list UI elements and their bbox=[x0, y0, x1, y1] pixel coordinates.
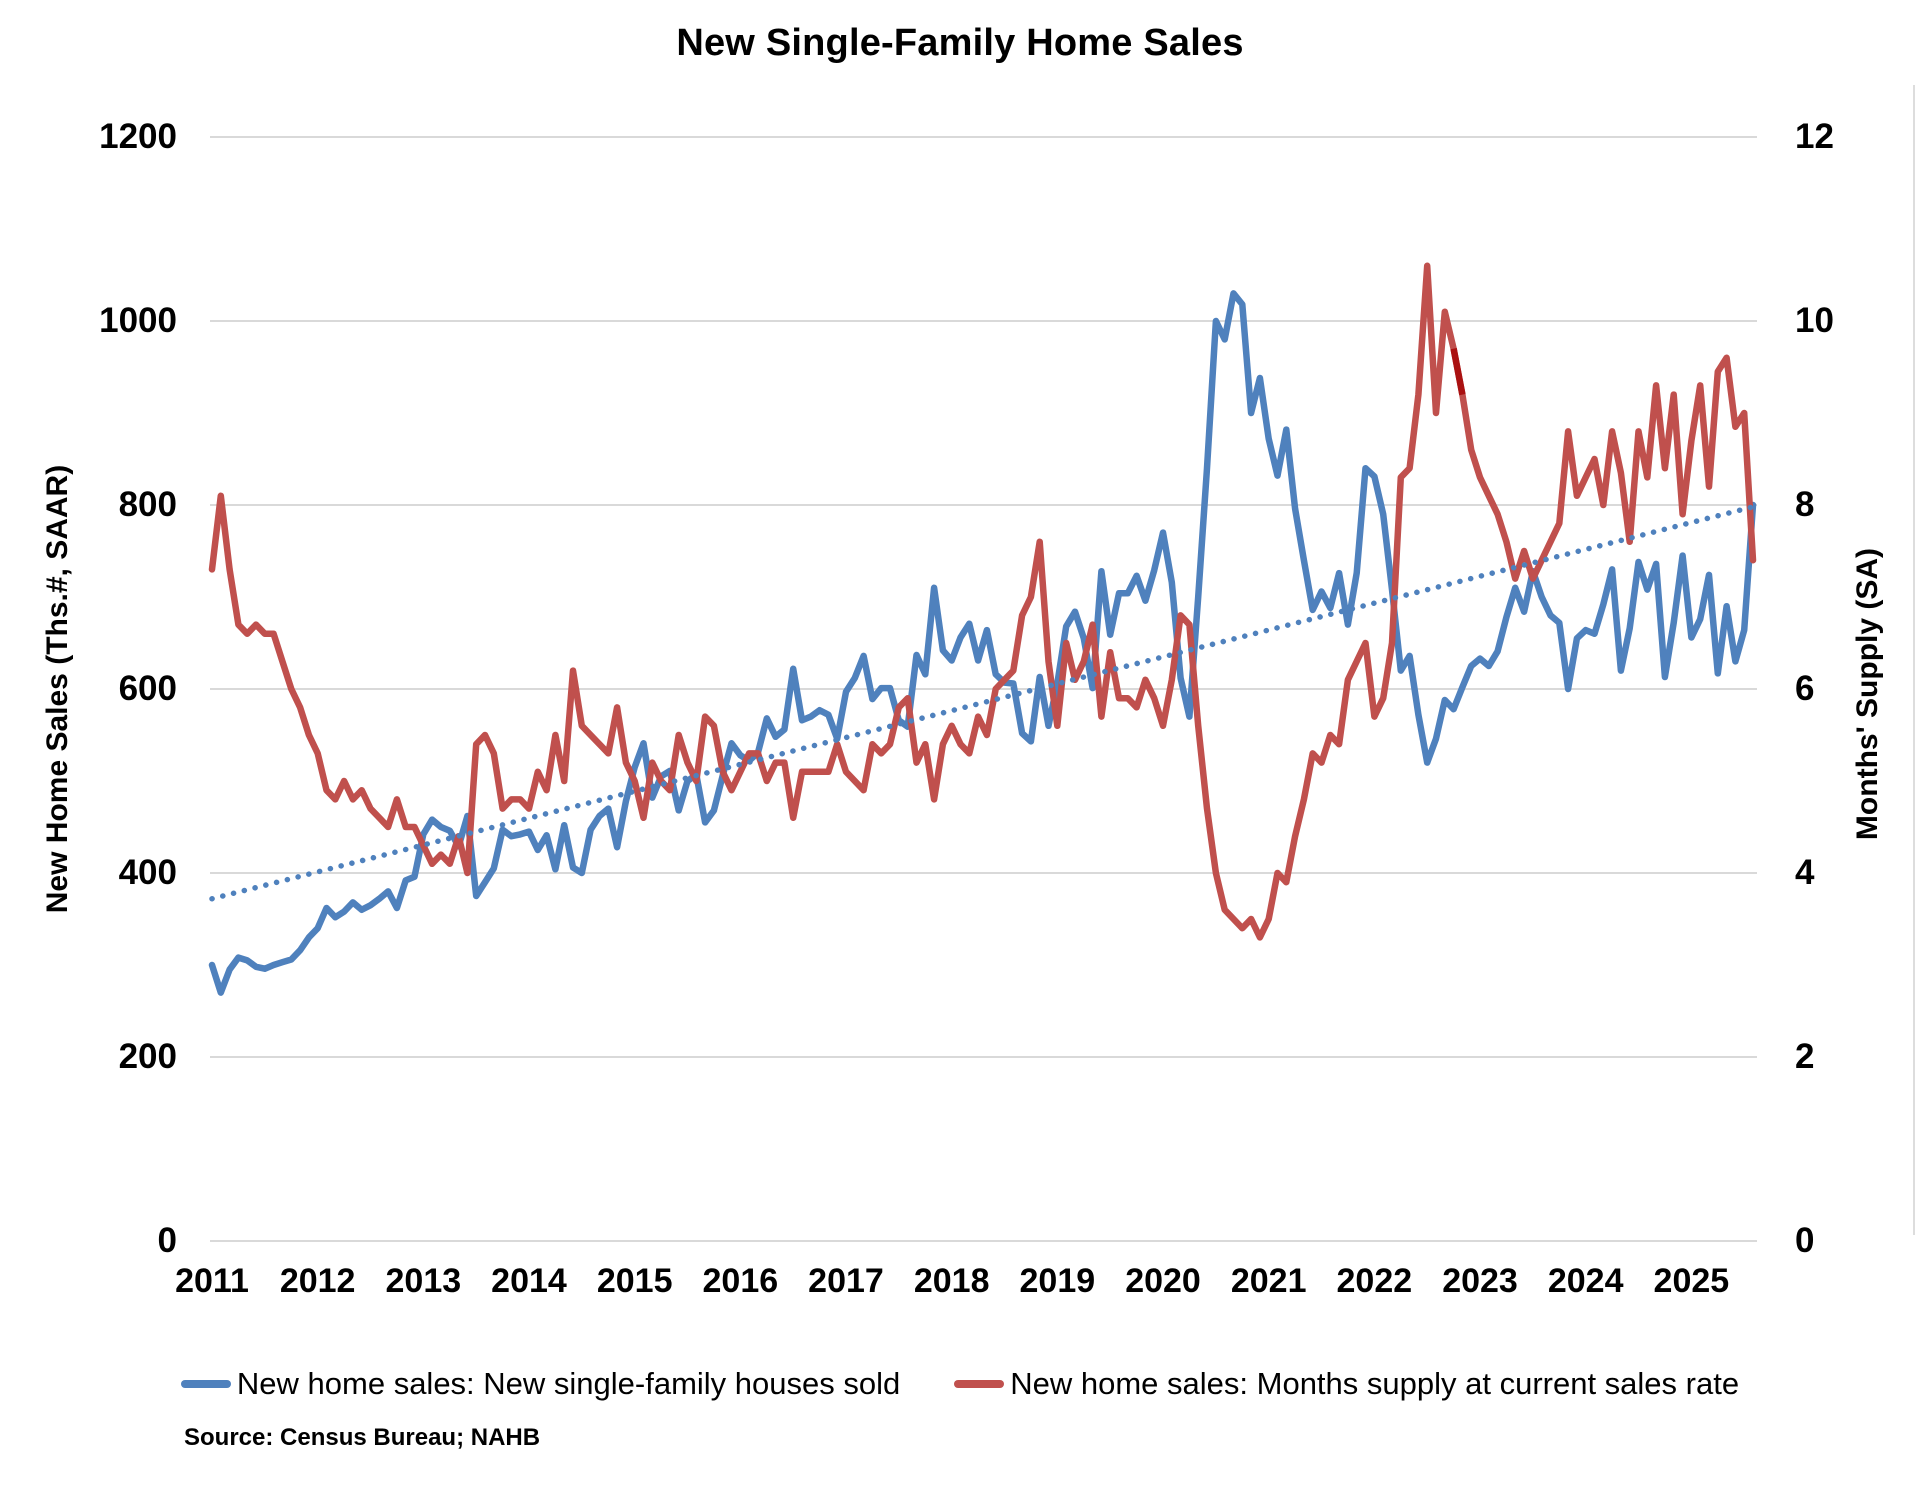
legend-label-supply: New home sales: Months supply at current… bbox=[1010, 1366, 1740, 1401]
x-axis-year-label: 2020 bbox=[1125, 1262, 1201, 1300]
y-axis-left-tick-label: 400 bbox=[118, 853, 177, 892]
supply-line-swatch bbox=[954, 1380, 1005, 1388]
y-axis-right-tick-label: 8 bbox=[1795, 485, 1815, 524]
sales-line-swatch bbox=[180, 1380, 231, 1388]
legend-item-supply: New home sales: Months supply at current… bbox=[954, 1366, 1739, 1402]
y-axis-left-tick-label: 1000 bbox=[99, 301, 177, 340]
legend-item-sales: New home sales: New single-family houses… bbox=[180, 1366, 901, 1402]
x-axis-year-label: 2014 bbox=[491, 1262, 567, 1300]
x-axis-year-label: 2023 bbox=[1442, 1262, 1518, 1300]
y-axis-left-tick-label: 0 bbox=[157, 1221, 177, 1260]
x-axis-year-label: 2019 bbox=[1019, 1262, 1096, 1300]
y-axis-right-tick-label: 6 bbox=[1795, 669, 1815, 708]
right-axis-title: Months' Supply (SA) bbox=[1851, 547, 1884, 841]
x-axis-year-label: 2024 bbox=[1547, 1262, 1624, 1300]
x-axis-year-label: 2013 bbox=[385, 1262, 462, 1300]
supply-line bbox=[208, 262, 1757, 941]
x-axis-year-label: 2022 bbox=[1336, 1262, 1413, 1300]
x-axis-year-label: 2018 bbox=[913, 1262, 990, 1300]
y-axis-right-tick-label: 0 bbox=[1795, 1221, 1815, 1260]
trend-line bbox=[209, 504, 1756, 902]
legend: New home sales: New single-family houses… bbox=[0, 1366, 1920, 1402]
y-axis-right-tick-label: 12 bbox=[1795, 117, 1834, 156]
x-axis-year-label: 2016 bbox=[702, 1262, 779, 1300]
chart-title: New Single-Family Home Sales bbox=[676, 22, 1244, 64]
x-axis-year-label: 2011 bbox=[175, 1262, 249, 1300]
y-axis-right-tick-label: 10 bbox=[1795, 301, 1834, 340]
x-axis-year-label: 2017 bbox=[808, 1262, 884, 1300]
y-axis-left-tick-label: 600 bbox=[118, 669, 177, 708]
window-edge-divider bbox=[1913, 85, 1915, 1235]
x-axis-year-label: 2012 bbox=[279, 1262, 356, 1300]
legend-label-sales: New home sales: New single-family houses… bbox=[236, 1366, 901, 1401]
sales-line bbox=[208, 290, 1757, 996]
y-axis-right-tick-label: 4 bbox=[1795, 853, 1815, 892]
y-axis-right-tick-label: 2 bbox=[1795, 1037, 1815, 1076]
x-axis-year-label: 2015 bbox=[596, 1262, 673, 1300]
y-axis-left-tick-label: 1200 bbox=[99, 117, 177, 156]
y-axis-left-tick-label: 800 bbox=[118, 485, 177, 524]
y-axis-left-tick-label: 200 bbox=[118, 1037, 177, 1076]
x-axis-year-label: 2025 bbox=[1653, 1262, 1730, 1300]
left-axis-title: New Home Sales (Ths.#, SAAR) bbox=[41, 464, 74, 914]
source-note: Source: Census Bureau; NAHB bbox=[184, 1424, 541, 1451]
supply-line-highlight-segment bbox=[1450, 347, 1466, 396]
x-axis-year-label: 2021 bbox=[1230, 1262, 1307, 1300]
